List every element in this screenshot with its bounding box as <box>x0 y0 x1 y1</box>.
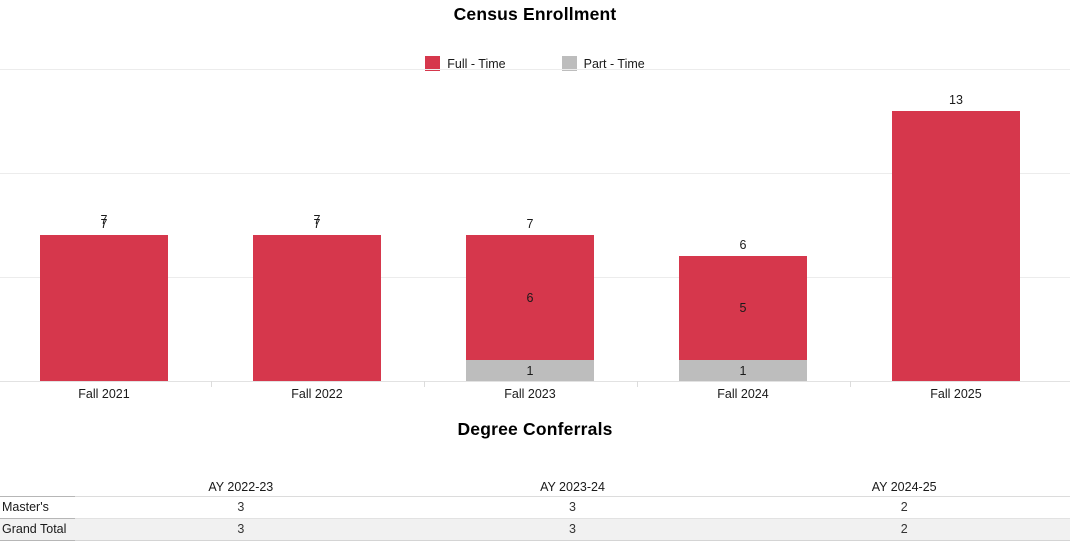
conferrals-table-title: Degree Conferrals <box>457 419 613 439</box>
legend-color-swatch <box>561 56 577 71</box>
table-value-cell: 3 <box>75 497 407 519</box>
legend-item[interactable]: Full - Time <box>425 56 506 71</box>
table-header-row: AY 2022-23 AY 2023-24 AY 2024-25 <box>0 478 1070 497</box>
table-corner-cell <box>0 478 75 497</box>
x-axis-label: Fall 2025 <box>930 387 982 401</box>
chart-legend: Full - Time Part - Time <box>0 55 1070 72</box>
table-value-cell: 3 <box>406 497 739 519</box>
total-label-text: 6 <box>739 238 747 253</box>
bar-segment[interactable] <box>679 256 807 361</box>
table-row: Master's 3 3 2 <box>0 497 1070 519</box>
bar-segment[interactable] <box>466 360 594 381</box>
x-axis-label: Fall 2024 <box>717 387 769 401</box>
table-value-cell: 2 <box>738 497 1070 519</box>
table-value-cell: 3 <box>75 519 407 541</box>
degree-conferrals-table: AY 2022-23 AY 2023-24 AY 2024-25 Master's 3 3… <box>0 478 1070 541</box>
overlapping-total-label: 7 <box>313 213 321 228</box>
table-row-label: Master's <box>0 497 75 519</box>
legend-label: Full - Time <box>447 56 506 71</box>
bar-segment[interactable] <box>40 235 168 381</box>
axis-tick <box>637 381 638 387</box>
segment-value-label: 1 <box>739 363 747 378</box>
total-label-text: 13 <box>949 92 963 107</box>
segment-value-label: 6 <box>526 290 534 305</box>
legend-item[interactable]: Part - Time <box>561 56 645 71</box>
table-row-label: Grand Total <box>0 519 75 541</box>
x-axis-label: Fall 2021 <box>78 387 130 401</box>
legend-label: Part - Time <box>583 56 645 71</box>
segment-value-label: 5 <box>739 301 747 316</box>
bar-segment[interactable] <box>253 235 381 381</box>
axis-tick <box>850 381 851 387</box>
bar-total-label: 7 <box>466 216 594 232</box>
table-column-header: AY 2024-25 <box>738 478 1070 497</box>
gridline <box>0 69 1070 70</box>
bar-total-label: 6 <box>679 237 807 253</box>
segment-value-label: 1 <box>526 363 534 378</box>
bar-segment[interactable] <box>679 360 807 381</box>
total-label-text: 7 <box>100 217 108 232</box>
table-value-cell: 2 <box>738 519 1070 541</box>
table-column-header: AY 2023-24 <box>406 478 739 497</box>
total-label-text: 7 <box>526 217 534 232</box>
total-label-text: 7 <box>313 217 321 232</box>
legend-color-swatch <box>425 56 441 71</box>
gridline <box>0 173 1070 174</box>
overlapping-total-label: 7 <box>100 213 108 228</box>
gridline <box>0 381 1070 382</box>
bar-total-label: 13 <box>892 92 1020 108</box>
axis-tick <box>424 381 425 387</box>
bar-segment[interactable] <box>892 110 1020 381</box>
enrollment-chart-title: Census Enrollment <box>453 4 617 24</box>
table-column-header: AY 2022-23 <box>75 478 407 497</box>
table-value-cell: 3 <box>406 519 739 541</box>
axis-tick <box>211 381 212 387</box>
x-axis-label: Fall 2022 <box>291 387 343 401</box>
table-row: Grand Total 3 3 2 <box>0 519 1070 541</box>
x-axis-label: Fall 2023 <box>504 387 556 401</box>
bar-segment[interactable] <box>466 235 594 361</box>
